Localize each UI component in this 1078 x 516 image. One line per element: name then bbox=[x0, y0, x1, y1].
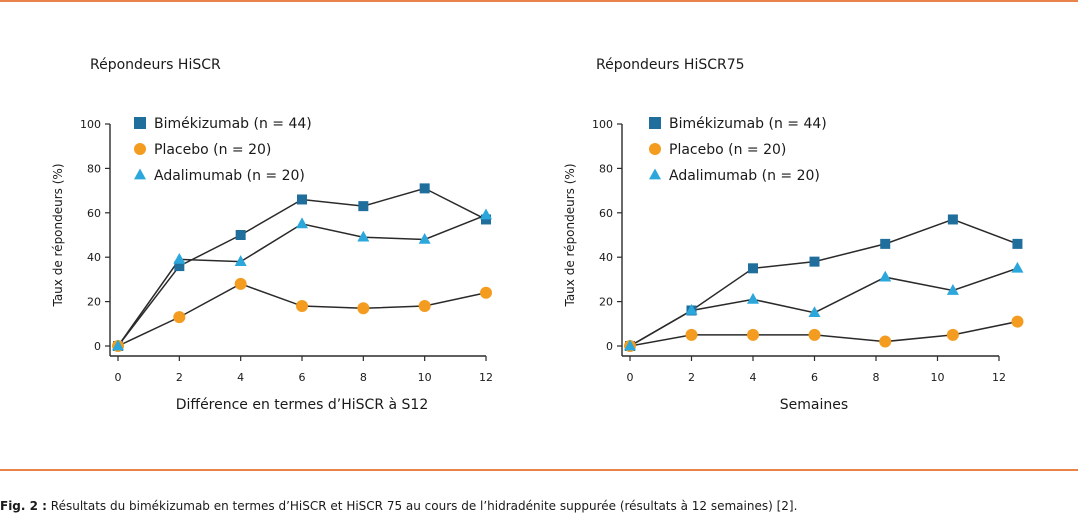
chart2-series-2-point-6 bbox=[946, 328, 959, 341]
chart2-y-tick-label-80: 80 bbox=[599, 162, 613, 175]
chart2-x-tick-label-6: 6 bbox=[811, 371, 818, 384]
chart1-x-tick-label-10: 10 bbox=[418, 371, 432, 384]
chart1-y-axis-label: Taux de répondeurs (%) bbox=[51, 163, 65, 307]
chart2-y-tick-label-100: 100 bbox=[592, 118, 613, 131]
chart1-legend-label-1: Bimékizumab (n = 44) bbox=[154, 116, 312, 132]
chart2-series-1-point-7 bbox=[1012, 238, 1023, 249]
chart2-series-2-point-3 bbox=[747, 328, 759, 341]
chart1-series-3-point-1 bbox=[112, 339, 124, 351]
chart2-series-2-point-7 bbox=[1011, 315, 1024, 328]
chart2-x-tick-label-10: 10 bbox=[931, 371, 945, 384]
chart1-series-2-point-5 bbox=[357, 302, 370, 315]
chart1-series-3-point-7 bbox=[480, 208, 492, 220]
chart1-x-tick-label-2: 2 bbox=[176, 371, 183, 384]
chart2-x-tick-label-2: 2 bbox=[688, 371, 695, 384]
chart2-series-3-point-6 bbox=[946, 284, 959, 295]
chart2-title: Répondeurs HiSCR75 bbox=[596, 57, 745, 73]
chart1-x-tick-label-8: 8 bbox=[360, 371, 367, 384]
chart1-x-tick-label-0: 0 bbox=[115, 371, 122, 384]
chart2-series-3-point-4 bbox=[808, 306, 821, 318]
chart2-legend-marker-1 bbox=[649, 117, 661, 129]
chart1-series-1-point-6 bbox=[419, 183, 430, 194]
chart2-x-tick-label-0: 0 bbox=[627, 371, 634, 384]
chart1-series-3-point-4 bbox=[296, 217, 308, 229]
chart2-series-2-point-2 bbox=[685, 328, 698, 341]
chart1-y-tick-label-60: 60 bbox=[87, 207, 101, 220]
chart1-series-line-2 bbox=[117, 283, 487, 347]
chart1-y-tick-label-20: 20 bbox=[87, 296, 101, 309]
chart1-series-2-point-3 bbox=[234, 277, 247, 290]
chart1-series-1-point-3 bbox=[235, 230, 246, 240]
chart1-series-2-point-4 bbox=[296, 300, 308, 313]
chart2-series-1-point-4 bbox=[809, 256, 820, 267]
chart1-series-1-point-4 bbox=[297, 194, 307, 205]
chart1-legend-marker-3 bbox=[134, 168, 146, 180]
chart1-x-tick-label-4: 4 bbox=[237, 371, 244, 384]
chart1-x-tick-label-12: 12 bbox=[479, 371, 493, 384]
chart2-series-line-1 bbox=[629, 218, 1018, 347]
chart2-x-tick-label-8: 8 bbox=[873, 371, 880, 384]
chart2-x-tick-label-12: 12 bbox=[992, 371, 1006, 384]
chart2-series-3-point-1 bbox=[624, 339, 636, 351]
chart1-series-3-point-6 bbox=[418, 232, 431, 244]
chart1-series-1-point-7 bbox=[481, 214, 491, 225]
chart2-series-2-point-5 bbox=[879, 335, 892, 348]
chart2-series-3-point-7 bbox=[1011, 261, 1024, 273]
chart2-legend-marker-3 bbox=[649, 168, 661, 180]
chart1-legend-label-3: Adalimumab (n = 20) bbox=[154, 168, 305, 184]
chart2-y-tick-label-40: 40 bbox=[599, 251, 613, 264]
chart2-y-tick-label-20: 20 bbox=[599, 296, 613, 309]
chart1-y-tick-label-100: 100 bbox=[80, 118, 101, 131]
chart1-series-3-point-3 bbox=[234, 255, 247, 266]
chart1-series-line-3 bbox=[117, 214, 487, 347]
chart2-legend-label-2: Placebo (n = 20) bbox=[669, 142, 786, 158]
chart2-legend-label-3: Adalimumab (n = 20) bbox=[669, 168, 820, 184]
chart1-series-2-point-7 bbox=[480, 286, 492, 299]
chart2-y-axis-label: Taux de répondeurs (%) bbox=[563, 163, 577, 307]
chart1-series-2-point-6 bbox=[418, 300, 431, 313]
chart2-y-tick-label-0: 0 bbox=[606, 340, 613, 353]
chart1-legend-marker-2 bbox=[134, 143, 146, 155]
chart1-title: Répondeurs HiSCR bbox=[90, 57, 221, 73]
chart1-series-3-point-5 bbox=[357, 230, 370, 242]
chart2-series-3-point-3 bbox=[747, 292, 759, 304]
chart2-legend-label-1: Bimékizumab (n = 44) bbox=[669, 116, 827, 132]
chart2-series-1-point-5 bbox=[880, 238, 891, 249]
chart2-series-2-point-4 bbox=[808, 328, 821, 341]
chart1-y-tick-label-80: 80 bbox=[87, 162, 101, 175]
chart1-x-tick-label-6: 6 bbox=[299, 371, 306, 384]
chart2-x-tick-label-4: 4 bbox=[750, 371, 757, 384]
chart2-series-1-point-3 bbox=[748, 263, 758, 274]
chart2-series-3-point-2 bbox=[685, 304, 698, 315]
chart1-series-1-point-2 bbox=[174, 261, 185, 272]
chart2-legend-marker-2 bbox=[649, 143, 661, 155]
top-divider bbox=[0, 0, 1078, 2]
chart1-series-2-point-2 bbox=[173, 311, 186, 324]
chart1-legend-label-2: Placebo (n = 20) bbox=[154, 142, 271, 158]
chart1-legend-marker-1 bbox=[134, 117, 146, 129]
chart1-series-1-point-5 bbox=[358, 201, 369, 212]
chart1-y-tick-label-40: 40 bbox=[87, 251, 101, 264]
figure-caption: Fig. 2 : Résultats du bimékizumab en ter… bbox=[0, 499, 797, 513]
caption-label: Fig. 2 : bbox=[0, 499, 47, 513]
bottom-divider bbox=[0, 469, 1078, 471]
chart2-x-axis-label: Semaines bbox=[780, 397, 848, 413]
chart2-y-tick-label-60: 60 bbox=[599, 207, 613, 220]
chart2-series-1-point-6 bbox=[947, 214, 958, 225]
caption-text: Résultats du bimékizumab en termes d’HiS… bbox=[50, 499, 798, 513]
chart1-series-3-point-2 bbox=[173, 252, 186, 264]
chart2-series-3-point-5 bbox=[879, 270, 892, 282]
chart1-x-axis-label: Différence en termes d’HiSCR à S12 bbox=[176, 397, 429, 413]
chart1-y-tick-label-0: 0 bbox=[94, 340, 101, 353]
